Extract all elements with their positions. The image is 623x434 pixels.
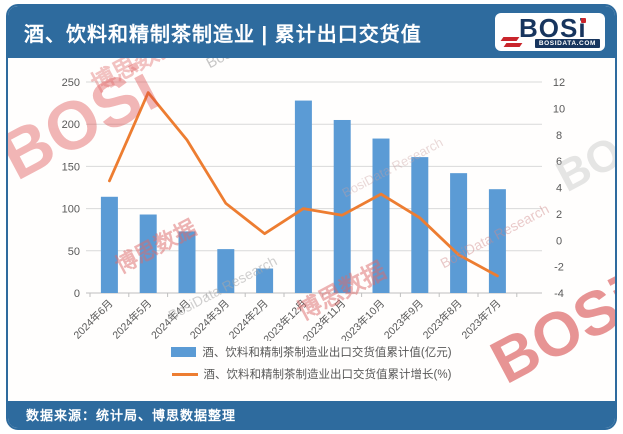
y-left-tick-label: 200: [62, 119, 80, 131]
bar-2024年5月: [139, 214, 157, 293]
line-series: [108, 91, 499, 278]
line-series-swatch-icon: [171, 372, 198, 376]
bar-series-swatch-icon: [171, 347, 197, 357]
y-right-tick-label: -2: [554, 262, 564, 274]
y-axis-right-labels: -4 -2 0 2 4 6 8 10 12: [553, 77, 565, 300]
x-tick-label: 2024年3月: [187, 297, 232, 341]
bar-2023年9月: [411, 157, 429, 293]
bar-2024年2月: [256, 268, 274, 293]
y-right-tick-label: 2: [556, 209, 562, 221]
y-right-tick-label: 4: [556, 183, 562, 195]
footer-bar: 数据来源：统计局、博思数据整理: [8, 401, 615, 428]
bosi-logo-stripe-icon: [500, 37, 520, 41]
bosi-logo-stripe-icon: [503, 43, 523, 47]
legend-item-line-series: 酒、饮料和精制茶制造业出口交货值累计增长(%): [171, 366, 452, 382]
y-right-tick-label: 12: [553, 77, 565, 89]
combo-chart: 050100150200250-4-20246810122024年6月2024年…: [62, 77, 565, 341]
bosi-logo-dot-icon: [581, 18, 586, 23]
bar-2023年12月: [294, 100, 312, 294]
bar-2023年10月: [372, 138, 390, 293]
y-right-tick-label: 8: [556, 130, 562, 142]
bosi-logo-text: BOSi: [519, 13, 587, 43]
data-source-note: 数据来源：统计局、博思数据整理: [26, 408, 237, 423]
x-tick-label: 2024年4月: [148, 297, 193, 341]
y-left-tick-label: 100: [62, 204, 80, 216]
bosi-logo-site: BOSIDATA.COM: [534, 39, 600, 48]
bar-2023年7月: [488, 189, 506, 293]
bosi-logo: BOSi BOSIDATA.COM: [495, 13, 605, 51]
bar-2023年11月: [333, 119, 351, 293]
y-right-tick-label: 0: [556, 235, 562, 247]
x-tick-label: 2023年8月: [420, 297, 465, 341]
legend-item-bar-series: 酒、饮料和精制茶制造业出口交货值累计值(亿元): [171, 344, 452, 360]
y-left-tick-label: 250: [62, 77, 80, 89]
x-axis-labels: 2024年6月2024年5月2024年4月2024年3月2024年2月2023年…: [71, 297, 504, 341]
report-frame: 酒、饮料和精制茶制造业 | 累计出口交货值 BOSi BOSIDATA.COM …: [6, 4, 617, 430]
legend-label-line-series: 酒、饮料和精制茶制造业出口交货值累计增长(%): [203, 369, 452, 381]
y-left-tick-label: 150: [62, 161, 80, 173]
x-tick-label: 2023年9月: [381, 297, 426, 341]
x-axis: [86, 292, 542, 297]
y-left-tick-label: 0: [74, 288, 80, 300]
bar-2024年6月: [100, 196, 118, 293]
header-bar: 酒、饮料和精制茶制造业 | 累计出口交货值 BOSi BOSIDATA.COM: [8, 6, 615, 58]
page-title: 酒、饮料和精制茶制造业 | 累计出口交货值: [24, 23, 422, 46]
y-left-tick-label: 50: [68, 246, 80, 258]
y-right-tick-label: 10: [553, 103, 565, 115]
chart-legend: 酒、饮料和精制茶制造业出口交货值累计值(亿元) 酒、饮料和精制茶制造业出口交货值…: [8, 344, 615, 382]
y-right-tick-label: 6: [556, 156, 562, 168]
bar-series: [100, 100, 506, 294]
y-right-tick-label: -4: [554, 288, 564, 300]
x-tick-label: 2023年7月: [459, 297, 504, 341]
x-tick-label: 2024年5月: [110, 297, 155, 341]
bar-2024年4月: [178, 231, 196, 293]
legend-label-bar-series: 酒、饮料和精制茶制造业出口交货值累计值(亿元): [202, 347, 452, 359]
x-tick-label: 2024年6月: [71, 297, 116, 341]
bar-2024年3月: [217, 249, 235, 293]
y-axis-left-labels: 0 50 100 150 200 250: [62, 77, 80, 300]
bar-2023年8月: [450, 173, 468, 293]
